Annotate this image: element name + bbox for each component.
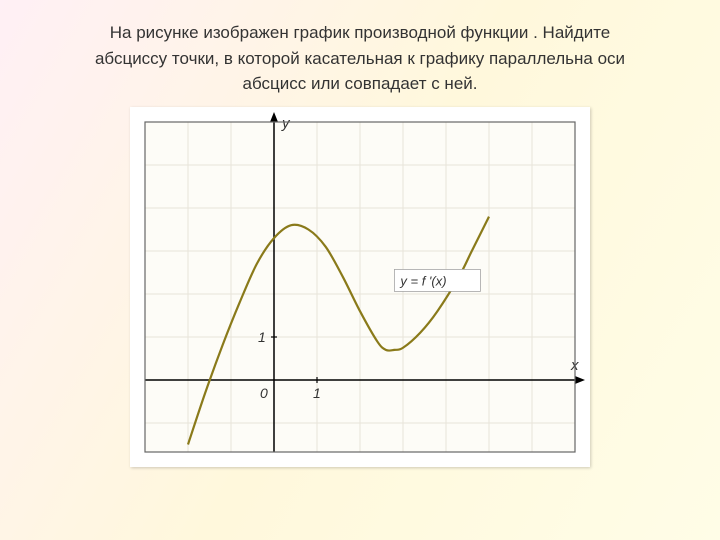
svg-text:1: 1 [313,385,321,401]
chart-container: 011yxy = f '(x) [130,107,590,467]
title-line-3: абсцисс или совпадает с ней. [243,74,478,93]
svg-text:0: 0 [260,385,268,401]
title-line-2: абсциссу точки, в которой касательная к … [95,49,625,68]
slide-background: На рисунке изображен график производной … [0,0,720,540]
title-line-1: На рисунке изображен график производной … [110,23,611,42]
svg-text:1: 1 [258,329,266,345]
derivative-chart: 011yxy = f '(x) [130,107,590,467]
problem-title: На рисунке изображен график производной … [30,20,690,97]
svg-text:y = f '(x): y = f '(x) [399,273,446,288]
